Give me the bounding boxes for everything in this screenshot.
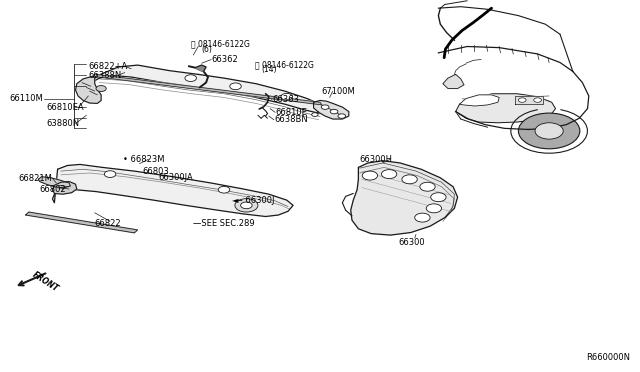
Polygon shape — [96, 74, 322, 105]
Text: 66362: 66362 — [211, 55, 238, 64]
Text: 66388N: 66388N — [88, 71, 122, 80]
Circle shape — [330, 109, 338, 114]
Circle shape — [431, 193, 446, 202]
Text: 66822+A: 66822+A — [88, 62, 127, 71]
Polygon shape — [351, 161, 458, 235]
Text: 66821M: 66821M — [18, 174, 52, 183]
Circle shape — [235, 199, 258, 212]
Text: (6): (6) — [202, 45, 212, 54]
Text: (14): (14) — [261, 65, 276, 74]
Text: 66300JA: 66300JA — [159, 173, 193, 182]
Circle shape — [312, 113, 318, 116]
Circle shape — [381, 170, 397, 179]
Circle shape — [230, 83, 241, 90]
Text: R660000N: R660000N — [586, 353, 630, 362]
Polygon shape — [195, 65, 206, 71]
Circle shape — [321, 105, 329, 109]
Circle shape — [518, 98, 526, 102]
Polygon shape — [460, 95, 499, 106]
Text: 66822: 66822 — [95, 219, 122, 228]
Text: —SEE SEC.289: —SEE SEC.289 — [193, 219, 255, 228]
Text: ◄– 66300J: ◄– 66300J — [232, 196, 274, 205]
Text: Ⓑ 08146-6122G: Ⓑ 08146-6122G — [255, 61, 314, 70]
Text: Ⓑ 08146-6122G: Ⓑ 08146-6122G — [191, 39, 250, 48]
Text: 66810E: 66810E — [275, 108, 307, 117]
Text: 66300: 66300 — [398, 238, 425, 247]
Polygon shape — [76, 76, 101, 103]
Polygon shape — [443, 74, 464, 89]
Polygon shape — [515, 96, 543, 104]
Text: • 66823M: • 66823M — [123, 155, 164, 164]
Circle shape — [185, 75, 196, 81]
Polygon shape — [26, 212, 138, 233]
Polygon shape — [38, 177, 70, 188]
Circle shape — [420, 182, 435, 191]
Circle shape — [96, 86, 106, 92]
Circle shape — [535, 123, 563, 139]
Circle shape — [415, 213, 430, 222]
Circle shape — [338, 114, 346, 118]
Polygon shape — [93, 65, 326, 113]
Text: 66300H: 66300H — [360, 155, 393, 164]
Circle shape — [218, 186, 230, 193]
Circle shape — [402, 175, 417, 184]
Polygon shape — [52, 164, 293, 217]
Text: 67100M: 67100M — [321, 87, 355, 96]
Text: 66810EA: 66810EA — [46, 103, 84, 112]
Text: 66363: 66363 — [272, 95, 299, 104]
Circle shape — [241, 202, 252, 209]
Circle shape — [281, 93, 292, 100]
Text: 66110M: 66110M — [10, 94, 44, 103]
Polygon shape — [314, 100, 349, 119]
Circle shape — [362, 171, 378, 180]
Text: FRONT: FRONT — [31, 270, 60, 294]
Polygon shape — [52, 182, 77, 194]
Text: 6638BN: 6638BN — [274, 115, 308, 124]
Circle shape — [104, 171, 116, 177]
Text: 66803: 66803 — [142, 167, 169, 176]
Circle shape — [534, 98, 541, 102]
Polygon shape — [456, 94, 556, 123]
Circle shape — [426, 204, 442, 213]
Text: 66802: 66802 — [40, 185, 67, 194]
Circle shape — [518, 113, 580, 149]
Text: 63880N: 63880N — [46, 119, 79, 128]
